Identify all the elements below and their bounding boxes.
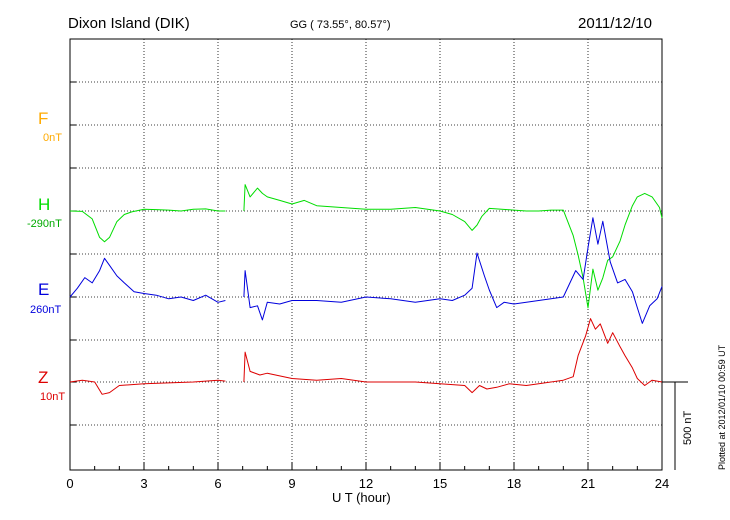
baseline-label-f: 0nT	[43, 132, 62, 144]
series-line-e-2	[243, 217, 663, 324]
scale-bar: 500 nT	[662, 381, 694, 470]
x-tick-label-24: 24	[655, 476, 669, 491]
x-tick-label-6: 6	[214, 476, 221, 491]
plotted-timestamp: Plotted at 2012/01/10 00:59 UT	[717, 344, 727, 470]
series-line-z-1	[69, 379, 226, 395]
x-tick-label-18: 18	[507, 476, 521, 491]
x-tick-label-3: 3	[140, 476, 147, 491]
station-coordinates: GG ( 73.55°, 80.57°)	[290, 19, 391, 31]
baseline-label-e: 260nT	[30, 304, 61, 316]
x-axis-ticks: 0 3 6 9 12 15 18 21 24	[66, 81, 669, 491]
x-tick-label-12: 12	[359, 476, 373, 491]
baseline-label-h: -290nT	[27, 218, 62, 230]
series-line-z-2	[243, 318, 663, 394]
channel-label-f: F	[38, 109, 48, 128]
channel-labels: F 0nT H -290nT E 260nT Z 10nT	[27, 109, 65, 403]
x-axis-label: U T (hour)	[332, 490, 391, 505]
x-tick-label-9: 9	[288, 476, 295, 491]
baseline-label-z: 10nT	[40, 391, 65, 403]
grid	[70, 39, 662, 470]
series-line-h-2	[243, 184, 663, 309]
scale-bar-label: 500 nT	[682, 410, 694, 445]
series-line-e-1	[69, 257, 226, 303]
x-tick-label-0: 0	[66, 476, 73, 491]
channel-label-h: H	[38, 195, 50, 214]
x-tick-label-21: 21	[581, 476, 595, 491]
x-tick-label-15: 15	[433, 476, 447, 491]
channel-label-z: Z	[38, 368, 48, 387]
channel-label-e: E	[38, 280, 49, 299]
data-series	[69, 184, 663, 395]
plot-date: 2011/12/10	[578, 15, 652, 32]
station-title: Dixon Island (DIK)	[68, 15, 190, 32]
series-line-h-1	[69, 208, 226, 243]
